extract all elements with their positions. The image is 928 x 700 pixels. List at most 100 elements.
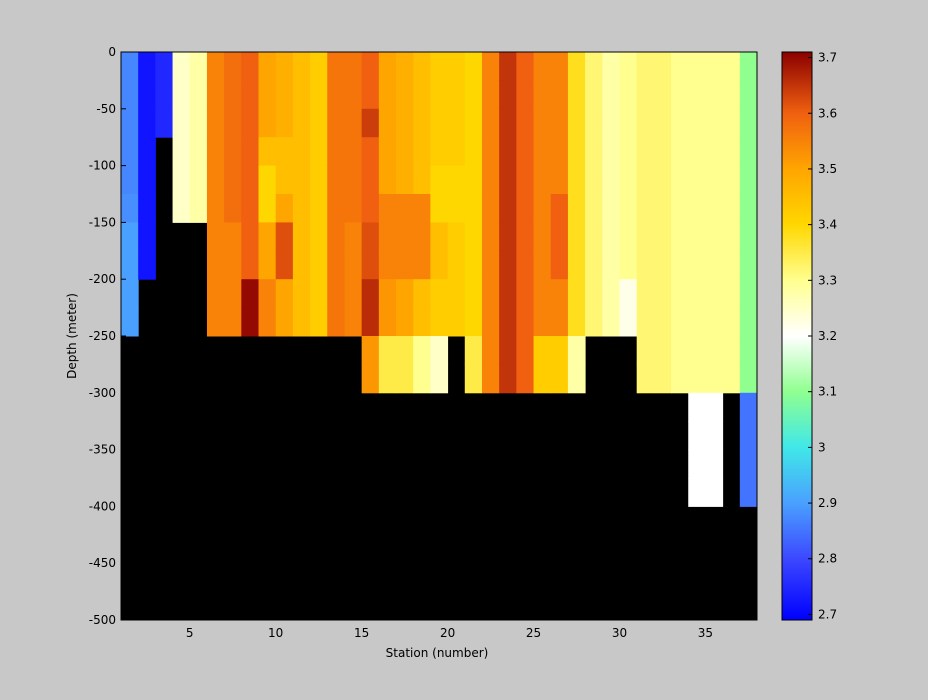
heat-cell: [567, 307, 586, 337]
heat-cell: [378, 279, 397, 309]
heat-cell: [292, 279, 311, 309]
heat-cell: [550, 279, 569, 309]
heat-cell: [464, 336, 483, 365]
heat-cell: [671, 108, 689, 138]
colorbar-tick-label: 3: [818, 440, 826, 454]
heat-cell: [464, 52, 483, 81]
colorbar-tick-label: 3.3: [818, 273, 837, 287]
heat-cell: [636, 137, 655, 167]
heat-cell: [516, 52, 535, 81]
heat-cell: [481, 137, 500, 167]
heat-cell: [344, 250, 363, 280]
heat-cell: [688, 222, 706, 252]
heat-cell: [361, 222, 380, 252]
heat-cell: [688, 478, 706, 507]
x-axis-label: Station (number): [386, 646, 489, 660]
heat-cell: [275, 137, 294, 167]
heat-cell: [671, 307, 689, 337]
heat-cell: [481, 80, 500, 110]
heat-cell: [739, 80, 758, 110]
heat-cell: [447, 194, 466, 223]
heat-cell: [361, 165, 380, 195]
heat-cell: [310, 137, 328, 167]
heat-cell: [378, 194, 397, 223]
heat-cell: [550, 222, 569, 252]
colorbar-tick-label: 3.5: [818, 162, 837, 176]
heat-cell: [481, 222, 500, 252]
heat-cell: [189, 194, 208, 223]
heat-cell: [516, 307, 535, 337]
heat-cell: [602, 108, 620, 138]
heat-cell: [258, 222, 277, 252]
heat-cell: [172, 52, 191, 81]
heat-cell: [705, 364, 724, 394]
heat-cell: [447, 222, 466, 252]
heat-cell: [258, 279, 277, 309]
heat-cell: [275, 307, 294, 337]
heat-cell: [396, 52, 414, 81]
heat-cell: [516, 165, 535, 195]
heat-cell: [636, 279, 655, 309]
heat-cell: [206, 250, 225, 280]
heat-cell: [533, 222, 552, 252]
heat-cell: [481, 52, 500, 81]
heat-cell: [722, 52, 741, 81]
heat-cell: [138, 137, 156, 167]
heat-cell: [464, 108, 483, 138]
heat-cell: [361, 279, 380, 309]
heat-cell: [671, 137, 689, 167]
heat-cell: [189, 108, 208, 138]
heat-cell: [481, 336, 500, 365]
heat-cell: [602, 250, 620, 280]
heat-cell: [121, 250, 139, 280]
heat-cell: [292, 307, 311, 337]
heat-cell: [258, 137, 277, 167]
heat-cell: [739, 421, 758, 451]
heat-cell: [344, 279, 363, 309]
heat-cell: [653, 165, 672, 195]
heat-cell: [567, 194, 586, 223]
heat-cell: [499, 165, 517, 195]
heat-cell: [121, 194, 139, 223]
heat-cell: [688, 307, 706, 337]
heat-cell: [567, 108, 586, 138]
heat-cell: [292, 137, 311, 167]
heat-cell: [585, 80, 603, 110]
heat-cell: [447, 279, 466, 309]
heat-cell: [172, 137, 191, 167]
y-tick-label: -250: [89, 329, 116, 343]
heat-cell: [138, 80, 156, 110]
heat-cell: [430, 336, 449, 365]
y-tick-label: -200: [89, 272, 116, 286]
heat-cell: [258, 80, 277, 110]
heat-cell: [378, 222, 397, 252]
heat-cell: [739, 279, 758, 309]
heat-cell: [378, 250, 397, 280]
heat-cell: [688, 194, 706, 223]
heat-cell: [499, 279, 517, 309]
heat-cell: [396, 364, 414, 394]
heat-cell: [602, 307, 620, 337]
x-tick-label: 25: [526, 626, 541, 640]
heat-cell: [464, 279, 483, 309]
heat-cell: [671, 279, 689, 309]
heat-cell: [516, 80, 535, 110]
heat-cell: [327, 222, 345, 252]
heat-cell: [533, 336, 552, 365]
heat-cell: [224, 52, 242, 81]
heat-cell: [413, 364, 431, 394]
heat-cell: [464, 307, 483, 337]
heat-cell: [602, 279, 620, 309]
heat-cell: [636, 165, 655, 195]
heat-cell: [258, 194, 277, 223]
heat-cell: [430, 279, 449, 309]
heat-cell: [550, 250, 569, 280]
heat-cell: [396, 222, 414, 252]
heat-cell: [464, 80, 483, 110]
heat-cell: [688, 449, 706, 479]
heat-cell: [430, 108, 449, 138]
heat-cell: [481, 307, 500, 337]
heat-cell: [310, 279, 328, 309]
heat-cell: [550, 108, 569, 138]
colorbar-tick-label: 3.1: [818, 385, 837, 399]
